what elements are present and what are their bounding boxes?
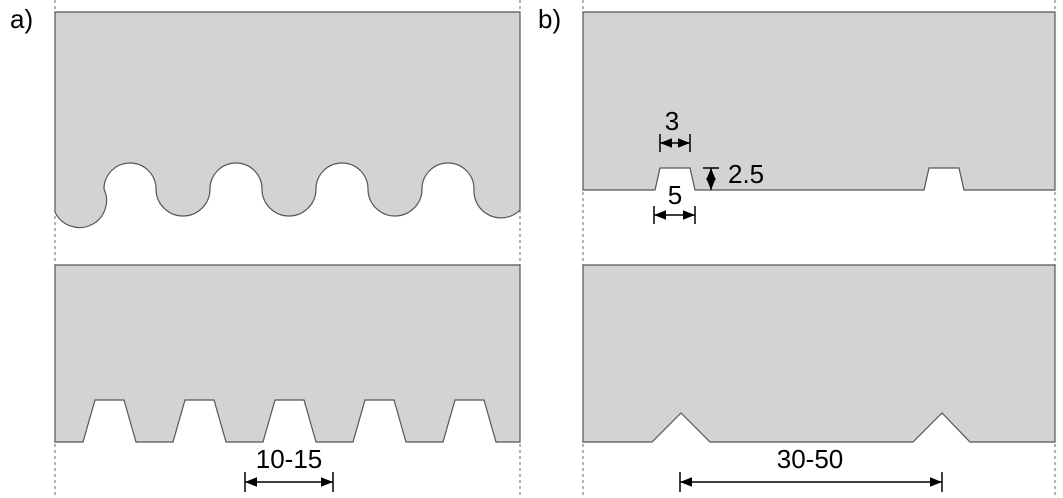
dimension-label: 5 [668, 180, 682, 210]
dimension-label: 30-50 [777, 444, 844, 474]
dimension-label: 2.5 [728, 159, 764, 189]
dimension-label: 3 [665, 106, 679, 136]
rounded-groove-profile [54, 11, 521, 229]
panel-label: b) [538, 4, 561, 34]
panel-label: a) [10, 4, 33, 34]
small-groove-profile [582, 11, 1056, 191]
dimension-label: 10-15 [256, 444, 323, 474]
trapezoid-groove-profile [54, 264, 521, 443]
v-groove-profile [582, 264, 1056, 443]
